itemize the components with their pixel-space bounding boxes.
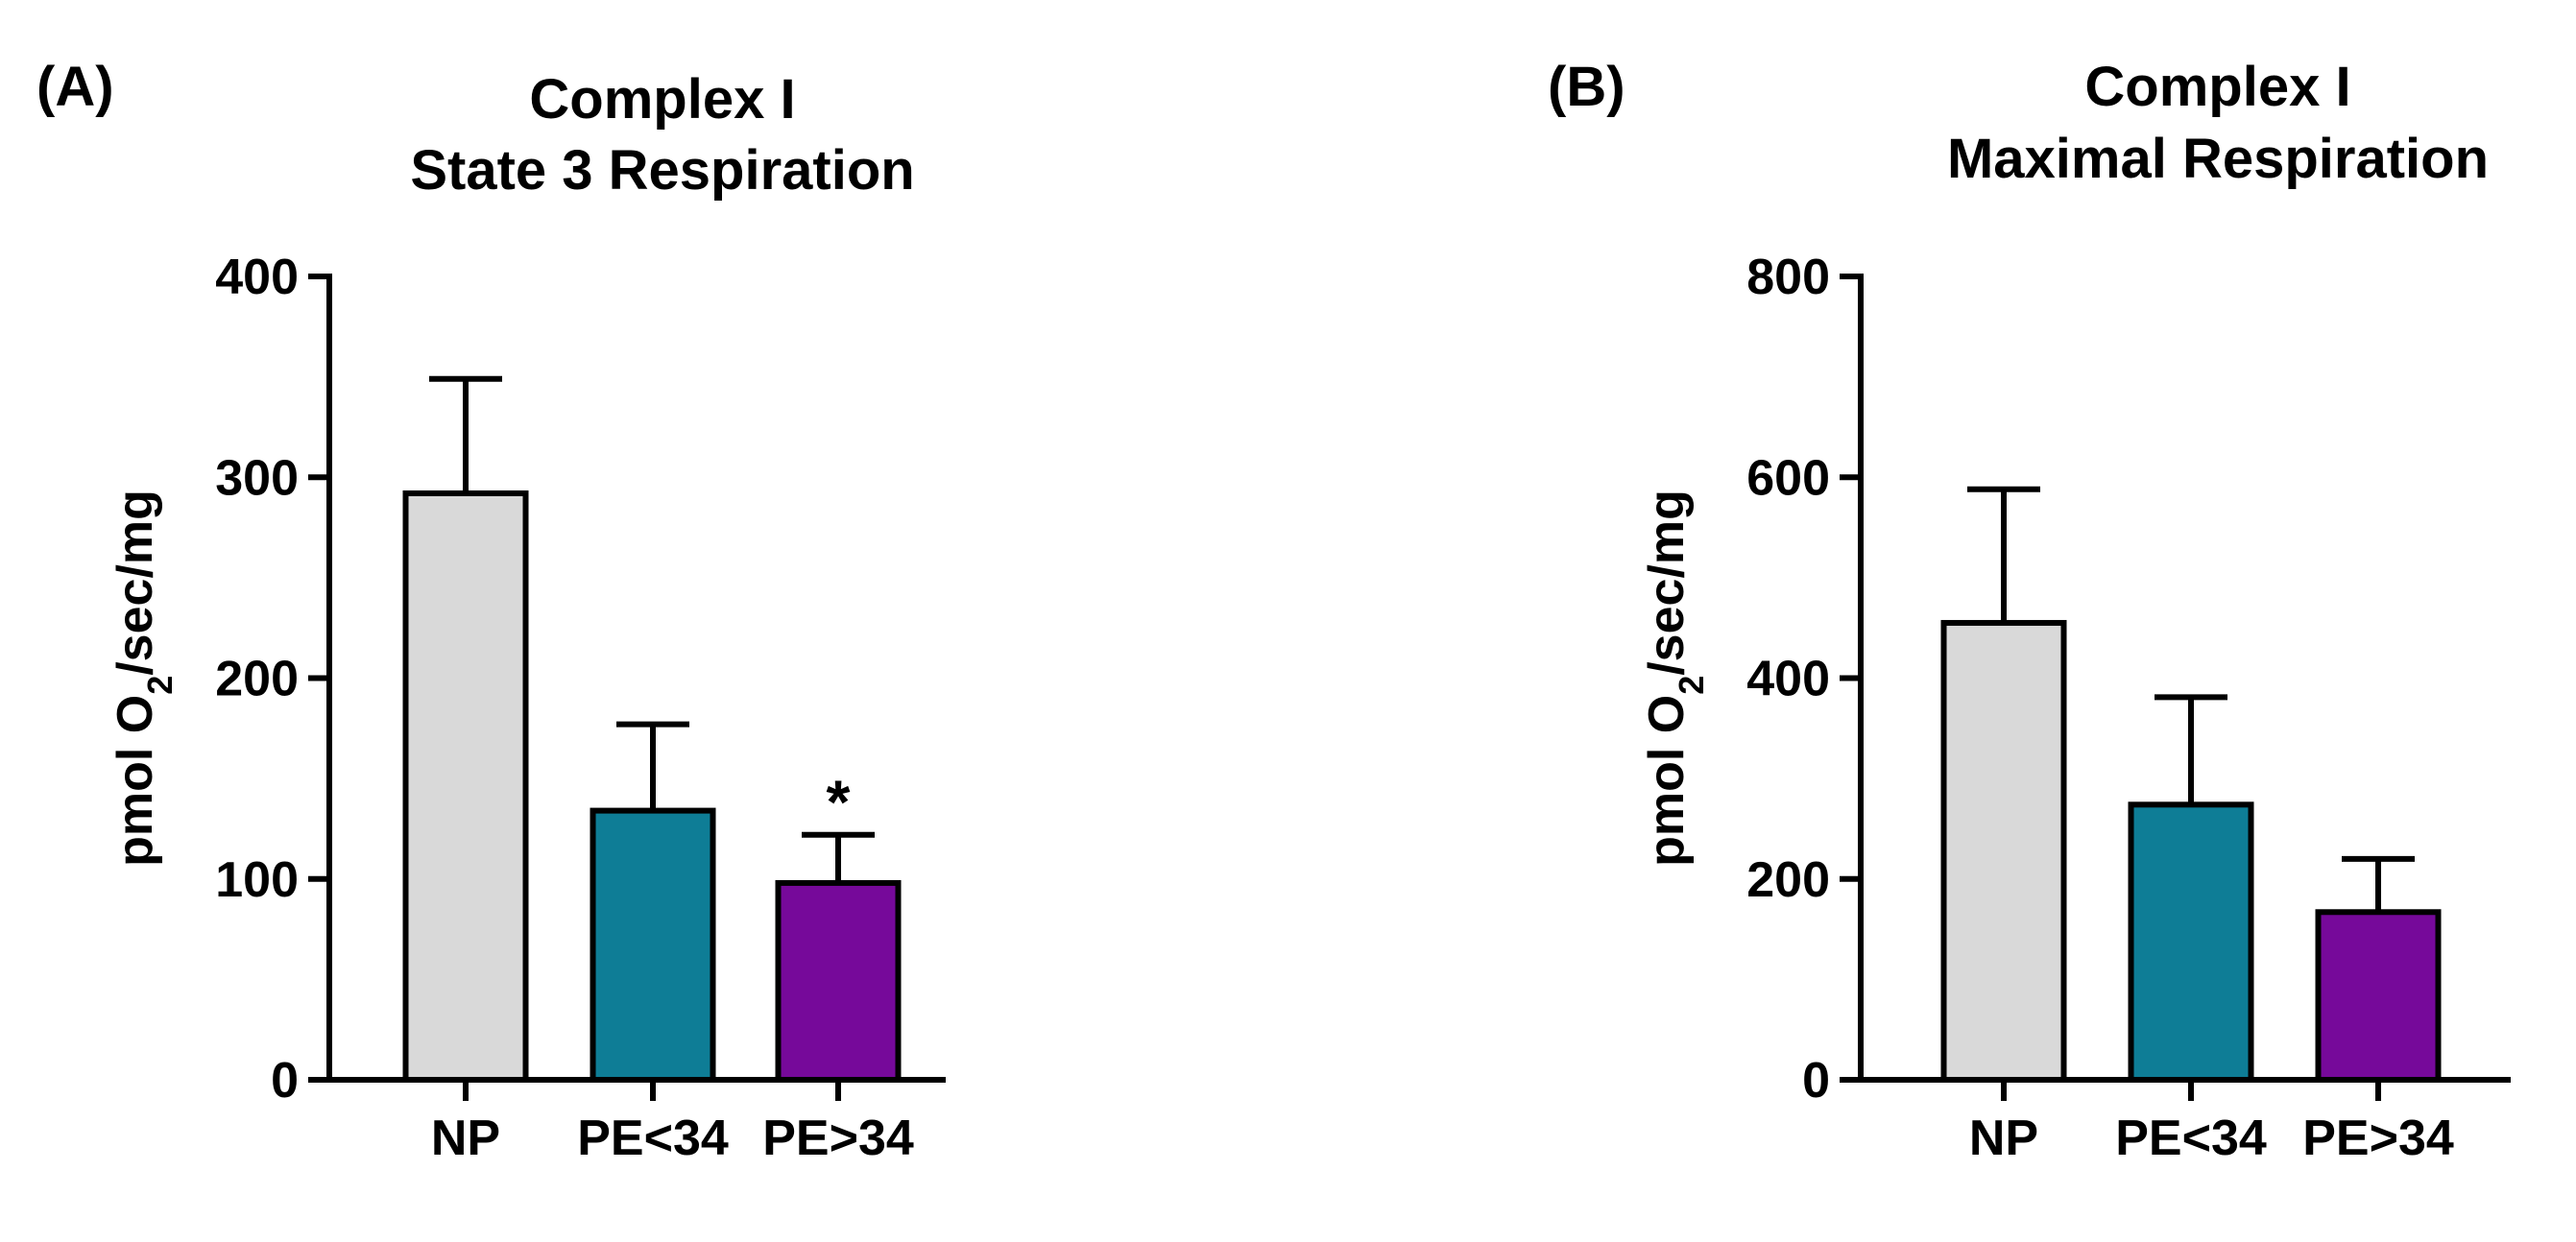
x-tick-label: NP	[1969, 1111, 2038, 1166]
y-tick-label: 0	[1802, 1053, 1830, 1109]
y-tick-label: 400	[215, 250, 299, 305]
panel-label: (B)	[1548, 56, 1625, 118]
y-tick-label: 0	[271, 1053, 299, 1109]
chart-title-line: Complex I	[2084, 56, 2350, 118]
y-tick-label: 100	[215, 852, 299, 908]
chart-title-line: Maximal Respiration	[1947, 128, 2489, 190]
bar	[590, 807, 716, 1083]
y-tick-label: 300	[215, 450, 299, 506]
bar	[775, 879, 902, 1083]
y-axis-label: pmol O2/sec/mg	[108, 490, 180, 867]
chart-title-line: Complex I	[529, 68, 795, 131]
bar	[2315, 909, 2442, 1083]
y-tick-label: 200	[215, 652, 299, 707]
x-tick-label: PE>34	[762, 1111, 914, 1166]
bar	[2128, 801, 2254, 1083]
x-tick-label: PE<34	[2115, 1111, 2267, 1166]
chart-panel-a: (A) Complex I State 3 Respiration pmol O2/s…	[36, 56, 946, 1166]
bar	[402, 490, 529, 1083]
chart-title-line: State 3 Respiration	[410, 139, 914, 202]
y-tick-label: 600	[1746, 450, 1830, 506]
x-tick-label: PE<34	[577, 1111, 729, 1166]
panel-label: (A)	[36, 56, 114, 118]
y-tick-label: 400	[1746, 652, 1830, 707]
y-tick-label: 200	[1746, 852, 1830, 908]
bar	[1940, 619, 2067, 1083]
y-axis-label: pmol O2/sec/mg	[1639, 490, 1711, 867]
significance-mark: *	[827, 768, 851, 837]
y-tick-label: 800	[1746, 250, 1830, 305]
x-tick-label: NP	[431, 1111, 500, 1166]
chart-panel-b: (B) Complex I Maximal Respiration pmol O2/s…	[1548, 56, 2511, 1166]
x-tick-label: PE>34	[2302, 1111, 2454, 1166]
